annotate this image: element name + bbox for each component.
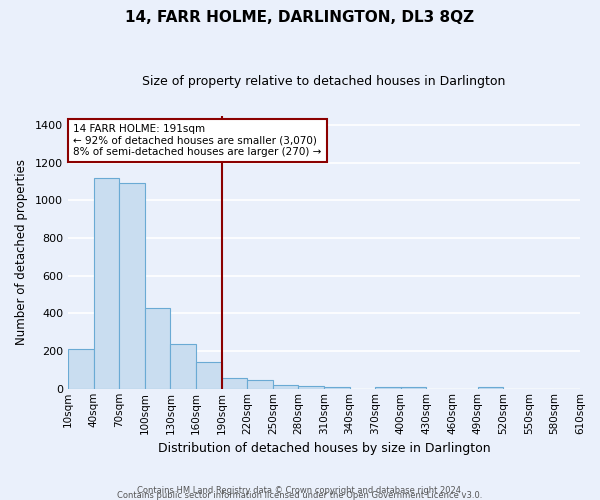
Bar xyxy=(119,184,145,389)
Bar xyxy=(94,178,119,389)
Bar xyxy=(221,378,247,389)
Text: Contains HM Land Registry data © Crown copyright and database right 2024.: Contains HM Land Registry data © Crown c… xyxy=(137,486,463,495)
Title: Size of property relative to detached houses in Darlington: Size of property relative to detached ho… xyxy=(142,75,506,88)
Text: Contains public sector information licensed under the Open Government Licence v3: Contains public sector information licen… xyxy=(118,490,482,500)
Bar xyxy=(145,308,170,389)
Bar xyxy=(298,386,324,389)
Bar xyxy=(401,387,427,389)
Bar xyxy=(375,387,401,389)
Bar xyxy=(273,385,298,389)
Text: 14 FARR HOLME: 191sqm
← 92% of detached houses are smaller (3,070)
8% of semi-de: 14 FARR HOLME: 191sqm ← 92% of detached … xyxy=(73,124,322,157)
Bar xyxy=(478,387,503,389)
Bar xyxy=(324,387,350,389)
X-axis label: Distribution of detached houses by size in Darlington: Distribution of detached houses by size … xyxy=(158,442,490,455)
Bar xyxy=(247,380,273,389)
Bar xyxy=(196,362,221,389)
Bar xyxy=(170,344,196,389)
Text: 14, FARR HOLME, DARLINGTON, DL3 8QZ: 14, FARR HOLME, DARLINGTON, DL3 8QZ xyxy=(125,10,475,25)
Y-axis label: Number of detached properties: Number of detached properties xyxy=(15,159,28,345)
Bar xyxy=(68,350,94,389)
